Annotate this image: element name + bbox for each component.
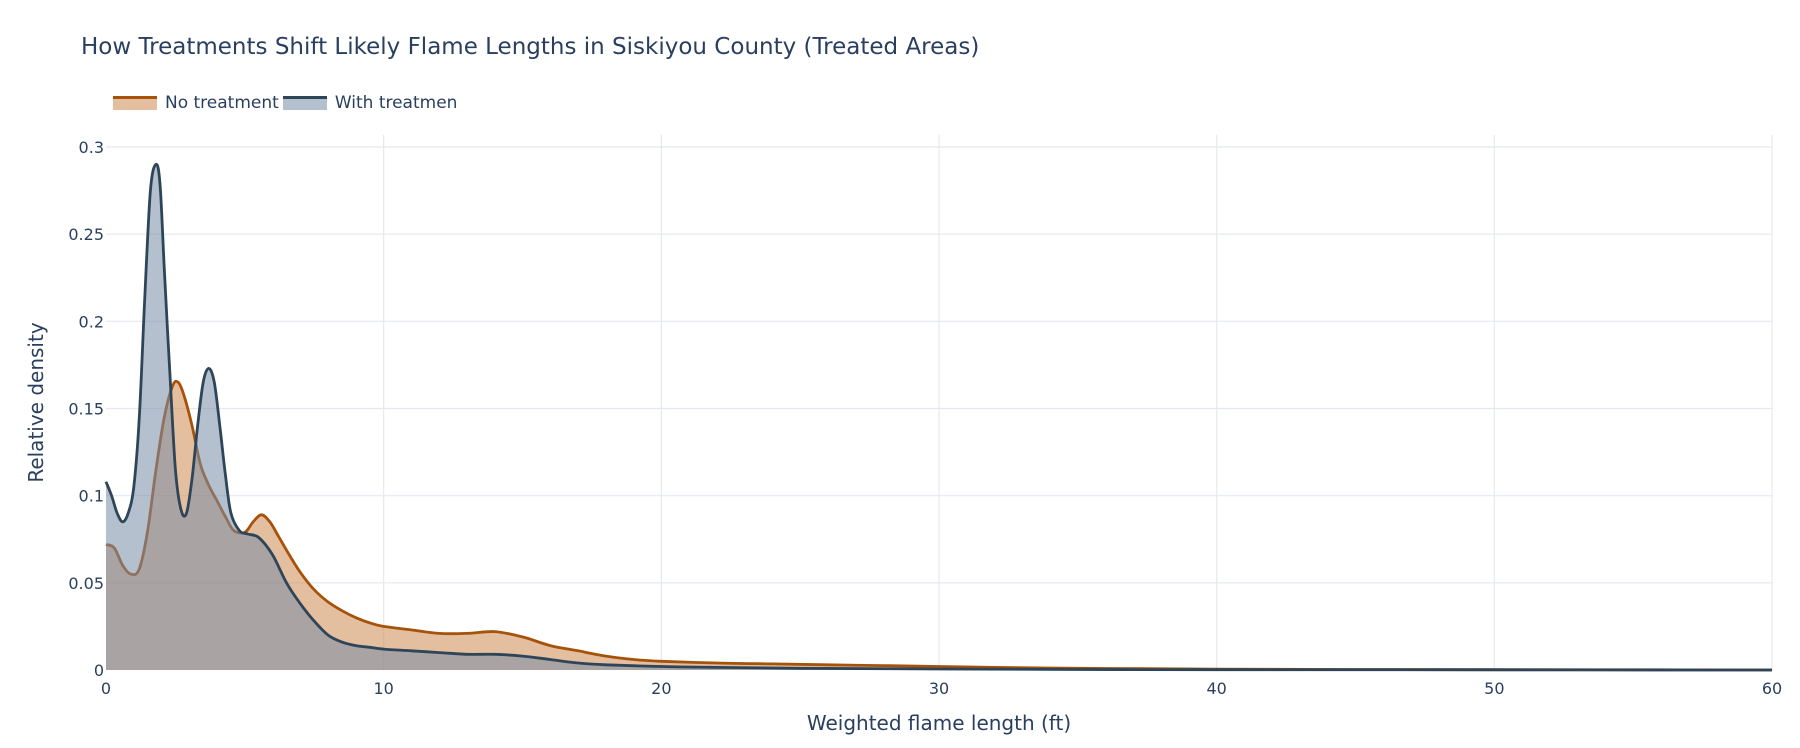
legend-item-no-treatment[interactable]: No treatment xyxy=(113,93,279,113)
y-tick-label: 0.15 xyxy=(68,400,104,419)
y-tick-label: 0 xyxy=(94,661,104,680)
x-tick-label: 60 xyxy=(1762,679,1782,698)
legend-item-with-treatment[interactable]: With treatmen xyxy=(282,93,458,113)
x-axis-title: Weighted flame length (ft) xyxy=(807,711,1071,735)
y-tick-label: 0.2 xyxy=(79,312,104,331)
x-tick-label: 20 xyxy=(651,679,671,698)
x-tick-label: 40 xyxy=(1206,679,1226,698)
chart-title: How Treatments Shift Likely Flame Length… xyxy=(81,34,980,60)
legend: No treatment With treatmen xyxy=(113,90,461,116)
legend-swatch-with-treatment xyxy=(282,96,327,110)
legend-label-no-treatment: No treatment xyxy=(165,93,279,113)
y-tick-label: 0.3 xyxy=(79,138,104,157)
x-tick-label: 0 xyxy=(101,679,111,698)
x-tick-label: 10 xyxy=(373,679,393,698)
legend-label-with-treatment: With treatmen xyxy=(334,93,458,113)
y-axis-title: Relative density xyxy=(24,322,48,483)
x-tick-label: 30 xyxy=(929,679,949,698)
grid-lines xyxy=(106,135,1773,670)
series-line-no-treatment xyxy=(105,379,1773,672)
series-line-with-treatment xyxy=(104,162,1773,672)
y-tick-label: 0.1 xyxy=(79,487,104,506)
y-tick-label: 0.05 xyxy=(68,574,104,593)
legend-swatch-no-treatment xyxy=(113,96,157,110)
tick-labels: 0 10 20 30 40 50 60 0 0.05 0.1 0.15 0.2 0.25 0.3 xyxy=(68,138,1782,698)
x-tick-label: 50 xyxy=(1484,679,1504,698)
y-tick-label: 0.25 xyxy=(68,225,104,244)
series-area-with-treatment xyxy=(106,164,1772,671)
series-layer xyxy=(104,162,1773,672)
